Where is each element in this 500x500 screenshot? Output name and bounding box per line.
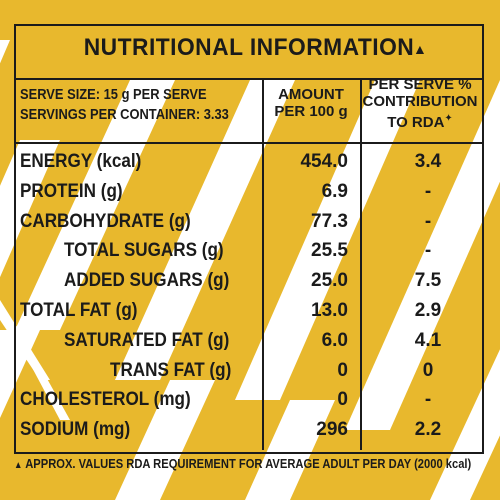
amount-header: AMOUNT PER 100 g: [266, 86, 356, 120]
nutrient-name: TOTAL FAT (g): [20, 300, 138, 321]
amount-per-100g: 25.0: [311, 270, 348, 292]
nutrient-name: CARBOHYDRATE (g): [20, 210, 191, 232]
amount-per-100g: 25.5: [311, 240, 348, 262]
approx-mark-icon: ▲: [14, 460, 23, 471]
nutrient-name: SODIUM (mg): [20, 419, 131, 441]
servings-per-container-text: SERVINGS PER CONTAINER: 3.33: [20, 106, 229, 123]
table-title: NUTRITIONAL INFORMATION: [83, 34, 415, 61]
table-row: CARBOHYDRATE (g) 77.3 -: [18, 208, 480, 238]
rda-header: PER SERVE % CONTRIBUTION TO RDA✦: [360, 76, 480, 131]
table-row: PROTEIN (g) 6.9 -: [18, 178, 480, 208]
nutrient-name: TOTAL SUGARS (g): [64, 240, 224, 262]
rda-percent: 2.2: [414, 419, 442, 441]
table-row: ENERGY (kcal) 454.0 3.4: [18, 148, 480, 178]
amount-per-100g: 77.3: [311, 210, 348, 232]
table-row: TOTAL FAT (g) 13.0 2.9: [18, 297, 480, 327]
rda-header-line1: PER SERVE %: [368, 76, 472, 93]
amount-header-line2: PER 100 g: [274, 103, 348, 120]
nutrient-name: ENERGY (kcal): [20, 151, 142, 172]
rda-header-line2: CONTRIBUTION: [362, 93, 478, 110]
rda-percent: 7.5: [414, 270, 442, 292]
amount-per-100g: 296: [316, 419, 348, 441]
table-border: [14, 24, 484, 454]
amount-per-100g: 0: [337, 389, 348, 411]
rda-percent: 2.9: [414, 300, 442, 321]
amount-per-100g: 0: [337, 359, 348, 381]
rda-percent: -: [424, 210, 432, 232]
amount-per-100g: 6.9: [321, 180, 348, 202]
rda-percent: -: [424, 240, 432, 262]
nutrient-name: PROTEIN (g): [20, 180, 123, 202]
rda-percent: 0: [422, 359, 434, 381]
footnote-text: APPROX. VALUES RDA REQUIREMENT FOR AVERA…: [25, 456, 472, 471]
title-divider: [14, 78, 484, 80]
nutrient-name: SATURATED FAT (g): [64, 329, 230, 351]
table-row: CHOLESTEROL (mg) 0 -: [18, 386, 480, 416]
amount-per-100g: 13.0: [311, 300, 348, 321]
amount-per-100g: 6.0: [321, 329, 348, 351]
column-divider-amount: [262, 78, 264, 450]
rda-percent: 3.4: [414, 151, 442, 172]
table-row: ADDED SUGARS (g) 25.0 7.5: [18, 267, 480, 297]
rda-percent: -: [424, 180, 432, 202]
amount-per-100g: 454.0: [300, 151, 348, 172]
table-row: SATURATED FAT (g) 6.0 4.1: [18, 327, 480, 357]
caret-mark-icon: ▲: [413, 41, 427, 57]
rda-percent: 4.1: [414, 329, 442, 351]
serve-size-text: SERVE SIZE: 15 g PER SERVE: [20, 86, 207, 103]
column-divider-rda: [360, 78, 362, 450]
rda-header-line3: TO RDA✦: [387, 113, 453, 131]
nutrient-name: CHOLESTEROL (mg): [20, 389, 191, 411]
amount-header-line1: AMOUNT: [278, 86, 344, 103]
table-row: TRANS FAT (g) 0 0: [18, 357, 480, 387]
table-row: SODIUM (mg) 296 2.2: [18, 416, 480, 446]
nutrient-name: TRANS FAT (g): [110, 359, 232, 381]
table-row: TOTAL SUGARS (g) 25.5 -: [18, 237, 480, 267]
nutrient-name: ADDED SUGARS (g): [64, 270, 230, 292]
footnote: ▲ APPROX. VALUES RDA REQUIREMENT FOR AVE…: [14, 456, 471, 471]
rda-percent: -: [424, 389, 432, 411]
header-divider: [14, 142, 484, 144]
